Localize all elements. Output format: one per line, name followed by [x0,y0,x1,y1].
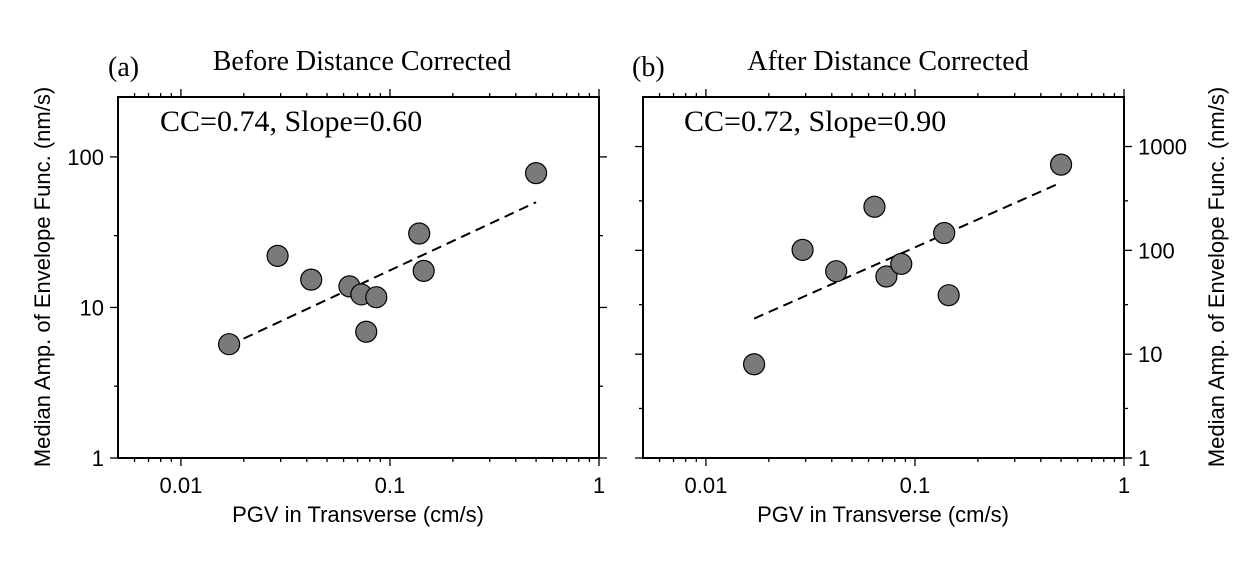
panel-b-x-axis-label: PGV in Transverse (cm/s) [757,502,1009,527]
panel-a-tick-labels: 0.01 0.1 1 1 10 100 [67,145,605,498]
panel-a-x-tick-label: 1 [593,473,605,498]
panel-b-data-point [937,284,960,307]
panel-b: (b) After Distance Corrected 0.01 0.1 11 10… [632,46,1229,527]
panel-a-data-point [266,244,289,268]
panel-b-points [742,153,1073,376]
panel-a-x-tick-label: 0.1 [375,473,406,498]
panel-a-fit-line [228,201,537,347]
panel-a-data-point [365,286,388,309]
panel-b-plot-frame [642,96,1125,459]
panel-b-y-tick-label: 10 [1138,342,1162,367]
panel-b-data-point [863,195,886,218]
panel-b-data-point [890,252,913,276]
panel-a-label: (a) [108,52,139,83]
panel-b-data-point [825,260,848,283]
panel-b-title: After Distance Corrected [747,46,1028,77]
panel-b-y-tick-label: 1 [1138,446,1150,471]
panel-a-ticks [110,89,607,466]
panel-a-annotation: CC=0.74, Slope=0.60 [160,105,422,138]
panel-b-ticks [635,89,1132,466]
panel-b-annotation: CC=0.72, Slope=0.90 [684,105,946,138]
panel-a-x-tick-label: 0.01 [160,473,203,498]
panel-b-x-tick-label: 0.1 [900,473,931,498]
panel-a-data-point [217,333,241,356]
panel-b-data-point [875,265,898,288]
panel-b-data-point [742,353,766,376]
panel-a-data-point [524,162,548,185]
panel-b-x-tick-label: 0.01 [685,473,728,498]
panel-a-y-tick-label: 10 [80,295,104,320]
panel-a-data-point [408,222,431,245]
panel-a-data-point [300,268,323,291]
panel-a-plot-frame [117,96,600,459]
panel-a-y-tick-label: 100 [67,145,104,170]
panel-b-y-tick-label: 100 [1138,238,1175,263]
panel-b-label: (b) [632,52,665,83]
panel-a-y-axis-label: Median Amp. of Envelope Func. (nm/s) [30,87,55,467]
panel-b-data-point [933,221,956,245]
panel-b-tick-labels: 0.01 0.1 11 10 100 1000 [685,135,1187,498]
panel-a-points [217,162,548,356]
panel-b-data-point [791,238,814,262]
panel-b-x-tick-label: 1 [1118,473,1130,498]
panel-b-fit-line [753,181,1062,320]
panel-a-data-point [355,320,378,343]
panel-a-title: Before Distance Corrected [213,46,512,77]
panel-b-data-point [1049,153,1073,176]
panel-a: (a) Before Distance Corrected 0.01 0.1 1 1 1… [30,46,607,527]
panel-b-y-axis-label: Median Amp. of Envelope Func. (nm/s) [1204,87,1229,467]
panel-a-data-point [412,259,435,282]
panel-b-y-tick-label: 1000 [1138,135,1187,160]
panel-a-x-axis-label: PGV in Transverse (cm/s) [232,502,484,527]
panel-a-y-tick-label: 1 [92,446,104,471]
